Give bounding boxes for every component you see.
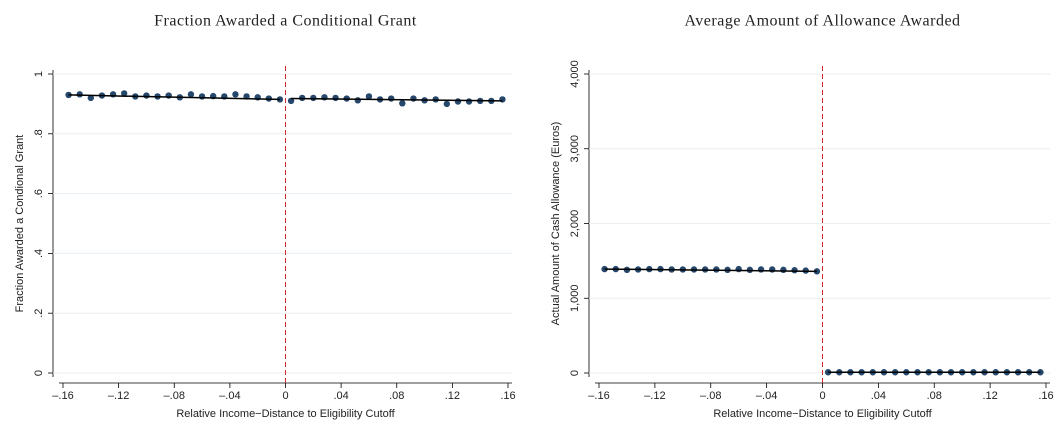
data-point xyxy=(769,266,776,273)
y-tick-label: .2 xyxy=(33,309,45,318)
x-axis-title: Relative Income−Distance to Eligibility … xyxy=(176,408,395,420)
x-tick-label: .16 xyxy=(500,390,515,402)
x-tick-label: .16 xyxy=(1038,390,1053,402)
x-tick-label: –.08 xyxy=(164,390,185,402)
y-tick-label: .8 xyxy=(33,129,45,138)
data-point xyxy=(76,91,83,98)
x-tick-label: .08 xyxy=(927,390,942,402)
y-tick-label: 0 xyxy=(33,370,45,376)
chart-title: Average Amount of Allowance Awarded xyxy=(684,13,960,30)
fit-line xyxy=(604,268,817,273)
data-point xyxy=(143,92,150,99)
x-tick-label: –.12 xyxy=(644,390,665,402)
x-tick-label: –.08 xyxy=(700,390,721,402)
x-tick-label: –.16 xyxy=(588,390,609,402)
data-point xyxy=(791,267,798,274)
data-point xyxy=(735,265,742,273)
data-point xyxy=(387,95,395,102)
data-point xyxy=(465,98,473,105)
y-tick-label: 4,000 xyxy=(569,60,581,88)
y-tick-label: 3,000 xyxy=(569,135,581,163)
x-tick-label: .04 xyxy=(871,390,886,402)
y-tick-label: .6 xyxy=(33,189,45,198)
data-point xyxy=(332,94,339,102)
y-tick-label: .4 xyxy=(33,249,45,258)
data-point xyxy=(454,98,462,105)
x-tick-label: –.16 xyxy=(52,390,73,402)
y-tick-label: 1,000 xyxy=(569,284,581,312)
y-tick-label: 1 xyxy=(33,71,45,77)
x-axis-title: Relative Income−Distance to Eligibility … xyxy=(713,408,932,420)
y-axis-title: Actual Amount of Cash Allowance (Euros) xyxy=(550,122,562,326)
data-point xyxy=(780,266,787,274)
data-point xyxy=(198,93,206,100)
data-point xyxy=(232,91,239,98)
chart-title: Fraction Awarded a Conditional Grant xyxy=(154,13,417,30)
fit-line xyxy=(291,97,503,102)
data-point xyxy=(601,265,608,273)
data-point xyxy=(87,94,95,102)
data-point xyxy=(310,94,317,102)
x-tick-label: .12 xyxy=(445,390,460,402)
data-point xyxy=(757,266,765,273)
data-point xyxy=(276,96,284,103)
data-point xyxy=(410,95,417,102)
data-point xyxy=(187,91,195,98)
x-tick-label: .04 xyxy=(333,390,348,402)
data-point xyxy=(746,266,754,274)
x-tick-label: –.04 xyxy=(756,390,777,402)
data-point xyxy=(1037,369,1044,376)
data-point xyxy=(365,93,373,100)
fit-line xyxy=(68,94,280,101)
x-tick-label: 0 xyxy=(819,390,825,402)
x-tick-label: .08 xyxy=(389,390,404,402)
data-point xyxy=(287,97,295,105)
data-point xyxy=(354,97,362,104)
x-tick-label: –.12 xyxy=(108,390,129,402)
data-point xyxy=(499,96,506,103)
data-point xyxy=(713,266,720,273)
data-point xyxy=(443,100,451,108)
x-tick-label: .12 xyxy=(982,390,997,402)
data-point xyxy=(120,90,128,97)
x-tick-label: –.04 xyxy=(219,390,240,402)
data-point xyxy=(399,100,406,107)
y-tick-label: 2,000 xyxy=(569,210,581,238)
x-tick-label: 0 xyxy=(282,390,288,402)
y-tick-label: 0 xyxy=(569,370,581,376)
y-axis-title: Fraction Awarded a Condional Grant xyxy=(14,135,26,313)
